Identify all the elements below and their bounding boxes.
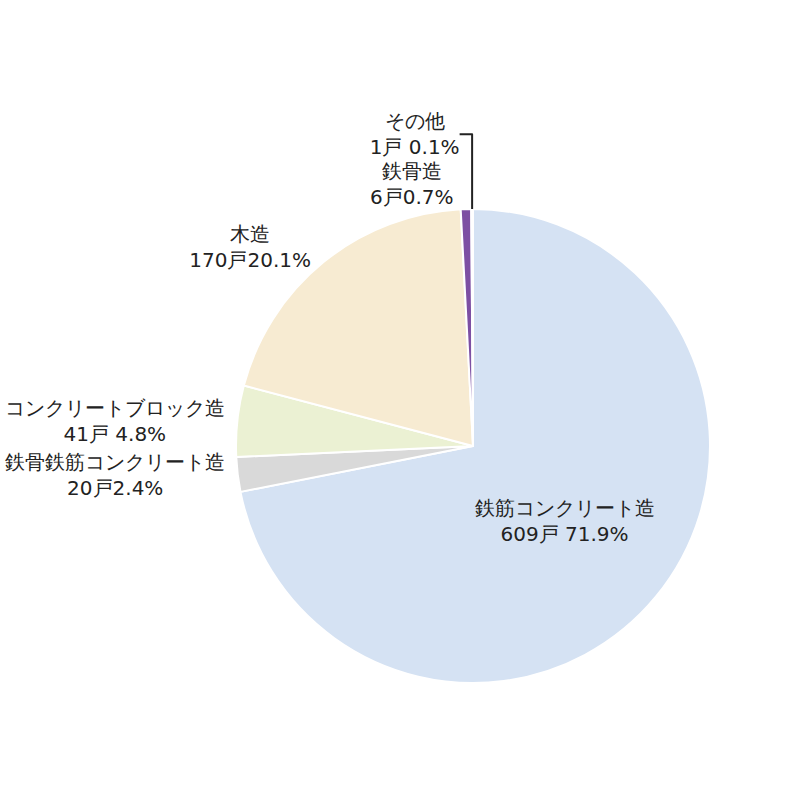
svg-text:コンクリートブロック造41戸 4.8%: コンクリートブロック造41戸 4.8% [5,396,225,446]
svg-text:鉄骨造6戸0.7%: 鉄骨造6戸0.7% [370,159,454,209]
svg-text:鉄骨鉄筋コンクリート造20戸2.4%: 鉄骨鉄筋コンクリート造20戸2.4% [5,450,225,500]
svg-text:木造170戸20.1%: 木造170戸20.1% [189,222,311,272]
svg-text:鉄筋コンクリート造609戸 71.9%: 鉄筋コンクリート造609戸 71.9% [475,496,655,546]
svg-text:その他1戸 0.1%: その他1戸 0.1% [370,109,460,159]
